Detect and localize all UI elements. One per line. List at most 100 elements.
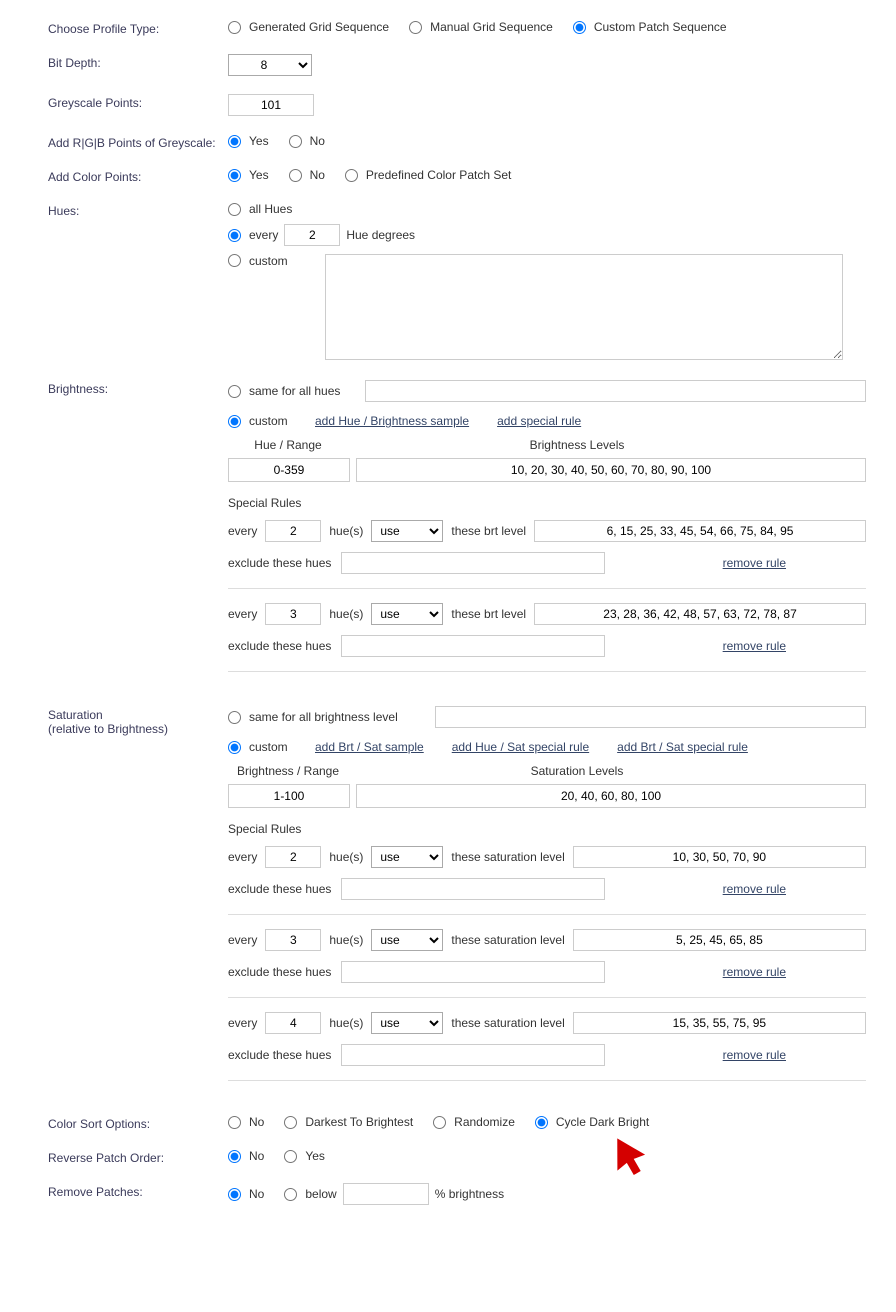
link-remove-rule[interactable]: remove rule	[723, 965, 786, 979]
opt-custom-patch: Custom Patch Sequence	[594, 20, 727, 34]
input-rule-every[interactable]	[265, 1012, 321, 1034]
radio-rem-no[interactable]	[228, 1188, 241, 1201]
opt-color-no: No	[310, 168, 325, 182]
radio-hues-every[interactable]	[228, 229, 241, 242]
txt-exclude: exclude these hues	[228, 556, 331, 570]
label-sat-special-rules: Special Rules	[228, 822, 866, 836]
opt-sat-custom: custom	[249, 740, 309, 754]
radio-hues-all[interactable]	[228, 203, 241, 216]
input-hue-degrees[interactable]	[284, 224, 340, 246]
input-exclude-hues[interactable]	[341, 878, 605, 900]
opt-brt-custom: custom	[249, 414, 309, 428]
radio-rev-yes[interactable]	[284, 1150, 297, 1163]
input-sat-levels[interactable]	[356, 784, 866, 808]
label-remove-patches: Remove Patches:	[48, 1183, 228, 1199]
opt-brt-same: same for all hues	[249, 384, 359, 398]
radio-custom-patch[interactable]	[573, 21, 586, 34]
input-rule-every[interactable]	[265, 846, 321, 868]
radio-sat-custom[interactable]	[228, 741, 241, 754]
input-rule-levels[interactable]	[534, 603, 866, 625]
radio-sort-cycle[interactable]	[535, 1116, 548, 1129]
opt-sort-d2b: Darkest To Brightest	[305, 1115, 413, 1129]
opt-manual-grid: Manual Grid Sequence	[430, 20, 553, 34]
radio-brt-custom[interactable]	[228, 415, 241, 428]
input-greyscale-points[interactable]	[228, 94, 314, 116]
txt-exclude: exclude these hues	[228, 639, 331, 653]
radio-manual-grid[interactable]	[409, 21, 422, 34]
link-remove-rule[interactable]: remove rule	[723, 882, 786, 896]
label-bit-depth: Bit Depth:	[48, 54, 228, 70]
link-remove-rule[interactable]: remove rule	[723, 556, 786, 570]
input-sat-same-value[interactable]	[435, 706, 866, 728]
select-rule-action[interactable]: use	[371, 929, 443, 951]
label-hues: Hues:	[48, 202, 228, 218]
input-brt-range[interactable]	[228, 784, 350, 808]
opt-rev-yes: Yes	[305, 1149, 325, 1163]
input-rem-below-pct[interactable]	[343, 1183, 429, 1205]
input-rule-every[interactable]	[265, 603, 321, 625]
label-saturation: Saturation (relative to Brightness)	[48, 706, 228, 736]
radio-hues-custom[interactable]	[228, 254, 241, 267]
link-add-brt-sat-rule[interactable]: add Brt / Sat special rule	[617, 740, 748, 754]
label-brightness: Brightness:	[48, 380, 228, 396]
radio-rem-below[interactable]	[284, 1188, 297, 1201]
txt-hues: hue(s)	[329, 850, 363, 864]
link-add-hue-sat-rule[interactable]: add Hue / Sat special rule	[452, 740, 589, 754]
link-add-hue-brt[interactable]: add Hue / Brightness sample	[315, 414, 469, 428]
radio-rgb-no[interactable]	[289, 135, 302, 148]
input-exclude-hues[interactable]	[341, 552, 605, 574]
head-brt-range: Brightness / Range	[228, 764, 348, 778]
label-greyscale-points: Greyscale Points:	[48, 94, 228, 110]
radio-sort-no[interactable]	[228, 1116, 241, 1129]
opt-sort-no: No	[249, 1115, 264, 1129]
select-bit-depth[interactable]: 8	[228, 54, 312, 76]
sat-rule-block: everyhue(s)usethese saturation levelexcl…	[228, 929, 866, 998]
radio-generated-grid[interactable]	[228, 21, 241, 34]
txt-hues: hue(s)	[329, 933, 363, 947]
label-brt-special-rules: Special Rules	[228, 496, 866, 510]
input-rule-levels[interactable]	[573, 1012, 866, 1034]
input-rule-levels[interactable]	[573, 929, 866, 951]
input-hue-range[interactable]	[228, 458, 350, 482]
head-hue-range: Hue / Range	[228, 438, 348, 452]
radio-sort-rand[interactable]	[433, 1116, 446, 1129]
input-exclude-hues[interactable]	[341, 635, 605, 657]
select-rule-action[interactable]: use	[371, 520, 443, 542]
txt-exclude: exclude these hues	[228, 965, 331, 979]
radio-color-yes[interactable]	[228, 169, 241, 182]
select-rule-action[interactable]: use	[371, 846, 443, 868]
txt-every: every	[228, 607, 257, 621]
input-exclude-hues[interactable]	[341, 1044, 605, 1066]
select-rule-action[interactable]: use	[371, 1012, 443, 1034]
input-brt-same-value[interactable]	[365, 380, 866, 402]
radio-rgb-yes[interactable]	[228, 135, 241, 148]
link-add-brt-sat[interactable]: add Brt / Sat sample	[315, 740, 424, 754]
label-reverse-order: Reverse Patch Order:	[48, 1149, 228, 1165]
opt-rgb-yes: Yes	[249, 134, 269, 148]
input-rule-every[interactable]	[265, 520, 321, 542]
radio-sat-same[interactable]	[228, 711, 241, 724]
select-rule-action[interactable]: use	[371, 603, 443, 625]
radio-color-no[interactable]	[289, 169, 302, 182]
input-rule-levels[interactable]	[534, 520, 866, 542]
input-brt-levels[interactable]	[356, 458, 866, 482]
brt-rule-block: everyhue(s)usethese brt levelexclude the…	[228, 520, 866, 589]
link-remove-rule[interactable]: remove rule	[723, 639, 786, 653]
label-profile-type: Choose Profile Type:	[48, 20, 228, 36]
label-color-sort: Color Sort Options:	[48, 1115, 228, 1131]
input-rule-levels[interactable]	[573, 846, 866, 868]
link-remove-rule[interactable]: remove rule	[723, 1048, 786, 1062]
opt-rev-no: No	[249, 1149, 264, 1163]
input-exclude-hues[interactable]	[341, 961, 605, 983]
txt-these-sat: these saturation level	[451, 933, 564, 947]
input-rule-every[interactable]	[265, 929, 321, 951]
radio-rev-no[interactable]	[228, 1150, 241, 1163]
txt-pct-brt: % brightness	[435, 1187, 504, 1201]
radio-color-predef[interactable]	[345, 169, 358, 182]
brt-rule-block: everyhue(s)usethese brt levelexclude the…	[228, 603, 866, 672]
radio-sort-d2b[interactable]	[284, 1116, 297, 1129]
textarea-hues-custom[interactable]	[325, 254, 843, 360]
link-add-special-brt[interactable]: add special rule	[497, 414, 581, 428]
radio-brt-same[interactable]	[228, 385, 241, 398]
opt-rgb-no: No	[310, 134, 325, 148]
